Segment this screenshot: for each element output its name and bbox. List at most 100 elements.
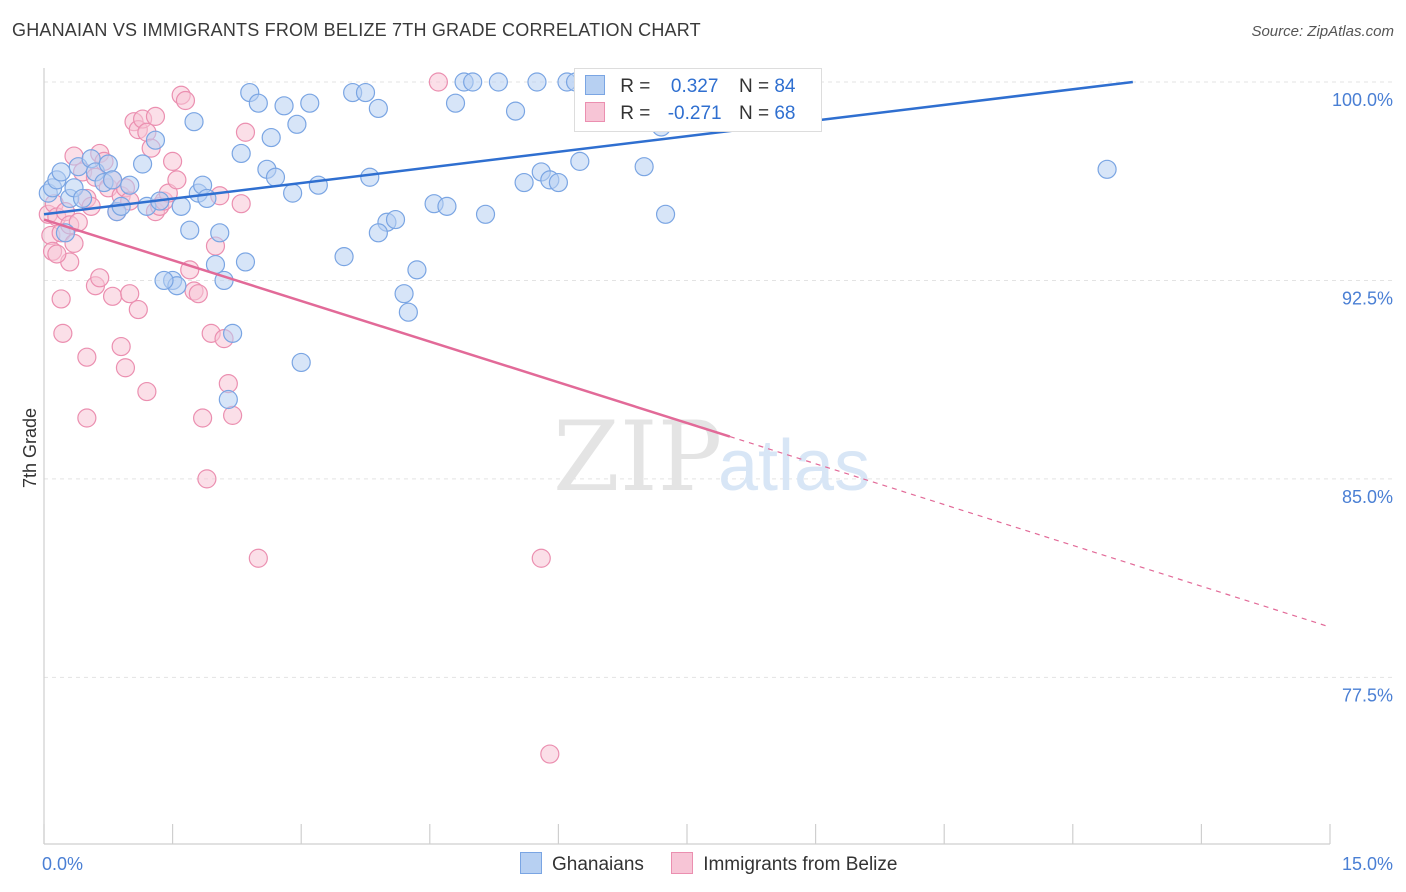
belize-trendline xyxy=(43,218,731,438)
legend-r-label: R = xyxy=(620,103,651,124)
watermark-zip: ZIP xyxy=(553,401,722,513)
chart-source: Source: ZipAtlas.com xyxy=(1251,23,1394,40)
ghanaian-point xyxy=(171,196,191,216)
ghanaian-point xyxy=(132,154,153,174)
ghanaian-point xyxy=(634,157,654,177)
ghanaian-point xyxy=(398,302,418,322)
ghanaian-point xyxy=(291,352,311,373)
belize-trendline-extrapolated xyxy=(729,435,1331,628)
ghanaian-point xyxy=(385,209,406,230)
belize-point xyxy=(90,268,110,288)
ghanaian-point xyxy=(283,183,303,203)
belize-point xyxy=(77,408,97,428)
ghanaian-point xyxy=(407,260,427,280)
y-axis-label: 7th Grade xyxy=(20,408,40,488)
ghanaian-point xyxy=(1097,159,1117,179)
ghanaian-point xyxy=(120,175,140,195)
belize-point xyxy=(531,548,551,568)
ghanaian-point xyxy=(308,175,328,195)
ghanaian-point xyxy=(102,170,123,190)
ghanaian-point xyxy=(145,130,166,150)
belize-point xyxy=(231,194,251,214)
belize-point xyxy=(128,299,148,320)
ghanaian-point xyxy=(223,323,243,343)
x-tick-label: 0.0% xyxy=(42,854,83,874)
ghanaian-point xyxy=(355,82,376,103)
y-tick-label: 85.0% xyxy=(1342,487,1393,507)
ghanaian-point xyxy=(463,72,483,92)
tick-labels: 77.5% 85.0% 92.5% 100.0% 0.0% 15.0% xyxy=(42,90,1393,874)
x-tick-label: 15.0% xyxy=(1342,854,1393,874)
belize-point xyxy=(51,289,71,309)
legend-swatch-belize xyxy=(671,852,694,874)
legend-swatch-pink xyxy=(585,102,605,122)
ghanaian-point xyxy=(655,204,676,224)
belize-point xyxy=(248,548,268,568)
ghanaian-point xyxy=(274,96,294,116)
belize-point xyxy=(188,284,208,304)
ghanaian-point xyxy=(210,223,230,243)
legend-swatch-ghanaians xyxy=(520,852,542,874)
belize-point xyxy=(53,323,73,343)
trendlines xyxy=(43,80,1331,628)
ghanaian-point xyxy=(154,270,174,291)
y-tick-label: 100.0% xyxy=(1332,90,1393,110)
y-tick-label: 92.5% xyxy=(1342,288,1393,308)
legend-swatch-blue xyxy=(585,75,605,95)
belize-point xyxy=(115,358,136,378)
legend-n-value: 84 xyxy=(774,76,796,97)
belize-point xyxy=(167,170,187,190)
ghanaian-point xyxy=(514,172,534,193)
belize-point xyxy=(197,469,217,489)
ghanaian-point xyxy=(334,247,354,267)
ghanaian-point xyxy=(548,172,569,193)
belize-point xyxy=(428,72,448,92)
ghanaian-point xyxy=(505,101,526,121)
ghanaian-point xyxy=(368,98,388,119)
ghanaian-point xyxy=(248,93,268,113)
legend-n-label: N = xyxy=(738,76,770,97)
legend-label-belize: Immigrants from Belize xyxy=(703,854,898,875)
watermark-atlas: atlas xyxy=(718,426,870,506)
belize-point xyxy=(137,381,157,402)
ghanaian-point xyxy=(570,151,590,171)
belize-point xyxy=(145,106,166,126)
series-legend: Ghanaians Immigrants from Belize xyxy=(520,852,919,876)
belize-point xyxy=(175,90,196,111)
legend-n-label: N = xyxy=(738,103,770,124)
legend-row-ghanaians: R = 0.327 N = 84 xyxy=(585,75,795,101)
correlation-legend: R = 0.327 N = 84 R = -0.271 N = 68 xyxy=(574,68,822,132)
ghanaian-point xyxy=(300,93,320,113)
ghanaian-point xyxy=(98,154,118,174)
belize-point xyxy=(235,122,256,142)
legend-item-ghanaians[interactable]: Ghanaians xyxy=(520,852,644,876)
ghanaian-point xyxy=(184,112,204,132)
belize-point xyxy=(47,244,67,264)
ghanaian-point xyxy=(235,252,256,272)
ghanaian-point xyxy=(197,188,217,209)
legend-n-value: 68 xyxy=(774,103,796,124)
chart-title: GHANAIAN VS IMMIGRANTS FROM BELIZE 7TH G… xyxy=(12,20,701,40)
legend-item-belize[interactable]: Immigrants from Belize xyxy=(671,852,897,876)
ghanaian-point xyxy=(72,188,93,209)
belize-point xyxy=(77,347,97,367)
ghanaian-point xyxy=(218,389,238,410)
legend-label-ghanaians: Ghanaians xyxy=(552,854,644,875)
ghanaian-point xyxy=(368,223,388,243)
legend-r-label: R = xyxy=(620,76,651,97)
belize-point xyxy=(111,336,131,357)
belize-point xyxy=(193,408,213,428)
belize-point xyxy=(163,151,183,171)
watermark: ZIP atlas xyxy=(553,401,870,513)
ghanaian-point xyxy=(180,220,200,240)
ghanaian-point xyxy=(51,162,71,182)
ghanaian-point xyxy=(265,167,286,187)
belize-point xyxy=(102,286,123,306)
belize-point xyxy=(223,405,243,425)
ghanaian-point xyxy=(231,143,251,164)
y-tick-label: 77.5% xyxy=(1342,685,1393,705)
legend-r-value: -0.271 xyxy=(667,103,722,124)
ghanaian-point xyxy=(261,127,281,148)
ghanaian-point xyxy=(287,114,307,134)
ghanaian-trendline xyxy=(43,80,1133,216)
